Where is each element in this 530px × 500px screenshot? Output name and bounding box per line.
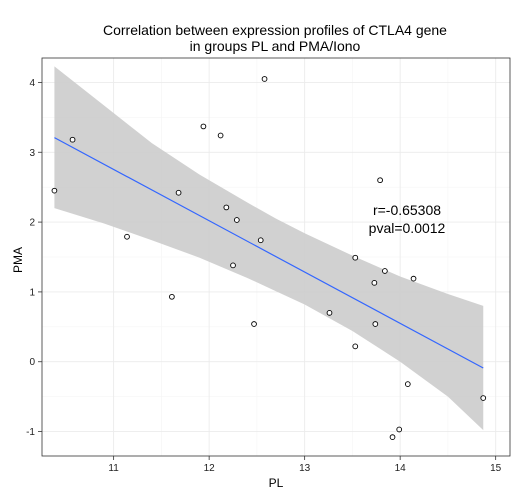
data-point	[175, 189, 182, 196]
x-axis-label: PL	[269, 476, 284, 490]
plot-border	[41, 57, 511, 457]
data-point	[389, 434, 396, 440]
y-axis-ticks: -1 0 1 2 3 4	[26, 78, 42, 438]
y-tick-label: 3	[29, 148, 35, 159]
data-point	[223, 204, 230, 211]
data-point	[257, 237, 264, 244]
data-point	[371, 279, 378, 286]
y-tick-label: 4	[29, 78, 35, 89]
data-point	[352, 254, 359, 261]
data-point	[230, 262, 236, 269]
data-points	[51, 76, 487, 440]
data-point	[251, 321, 257, 327]
y-tick-label: 2	[29, 218, 35, 229]
y-tick-label: -1	[26, 427, 35, 438]
data-point	[200, 123, 207, 130]
data-point	[377, 177, 383, 184]
data-point	[261, 76, 268, 82]
pvalue-annotation: pval=0.0012	[369, 220, 446, 236]
y-tick-label: 1	[29, 287, 35, 298]
data-point	[352, 343, 359, 350]
chart-title-line-2: in groups PL and PMA/Iono	[190, 38, 361, 54]
data-point	[382, 268, 388, 274]
data-point	[396, 426, 403, 433]
data-point	[124, 233, 130, 240]
chart-title-line-1: Correlation between expression profiles …	[103, 22, 447, 38]
confidence-band-group	[54, 66, 484, 431]
confidence-band	[54, 66, 484, 431]
regression-line	[54, 137, 484, 369]
data-point	[69, 136, 76, 143]
x-tick-label: 14	[395, 463, 407, 474]
regression-line-group	[54, 137, 484, 369]
correlation-annotation: r=-0.65308	[373, 202, 441, 218]
x-tick-label: 13	[299, 463, 311, 474]
x-tick-label: 15	[490, 463, 502, 474]
data-point	[233, 217, 240, 223]
data-point	[326, 310, 333, 316]
data-point	[217, 132, 224, 139]
data-point	[169, 293, 175, 300]
y-tick-label: 0	[29, 357, 35, 368]
data-point	[410, 275, 417, 282]
data-point	[372, 321, 379, 327]
x-axis-ticks: 11 12 13 14 15	[108, 456, 502, 474]
x-tick-label: 12	[204, 463, 216, 474]
y-axis-label: PMA	[11, 247, 25, 273]
x-tick-label: 11	[108, 463, 119, 474]
data-point	[480, 395, 487, 401]
data-point	[404, 381, 411, 387]
data-point	[51, 187, 58, 194]
